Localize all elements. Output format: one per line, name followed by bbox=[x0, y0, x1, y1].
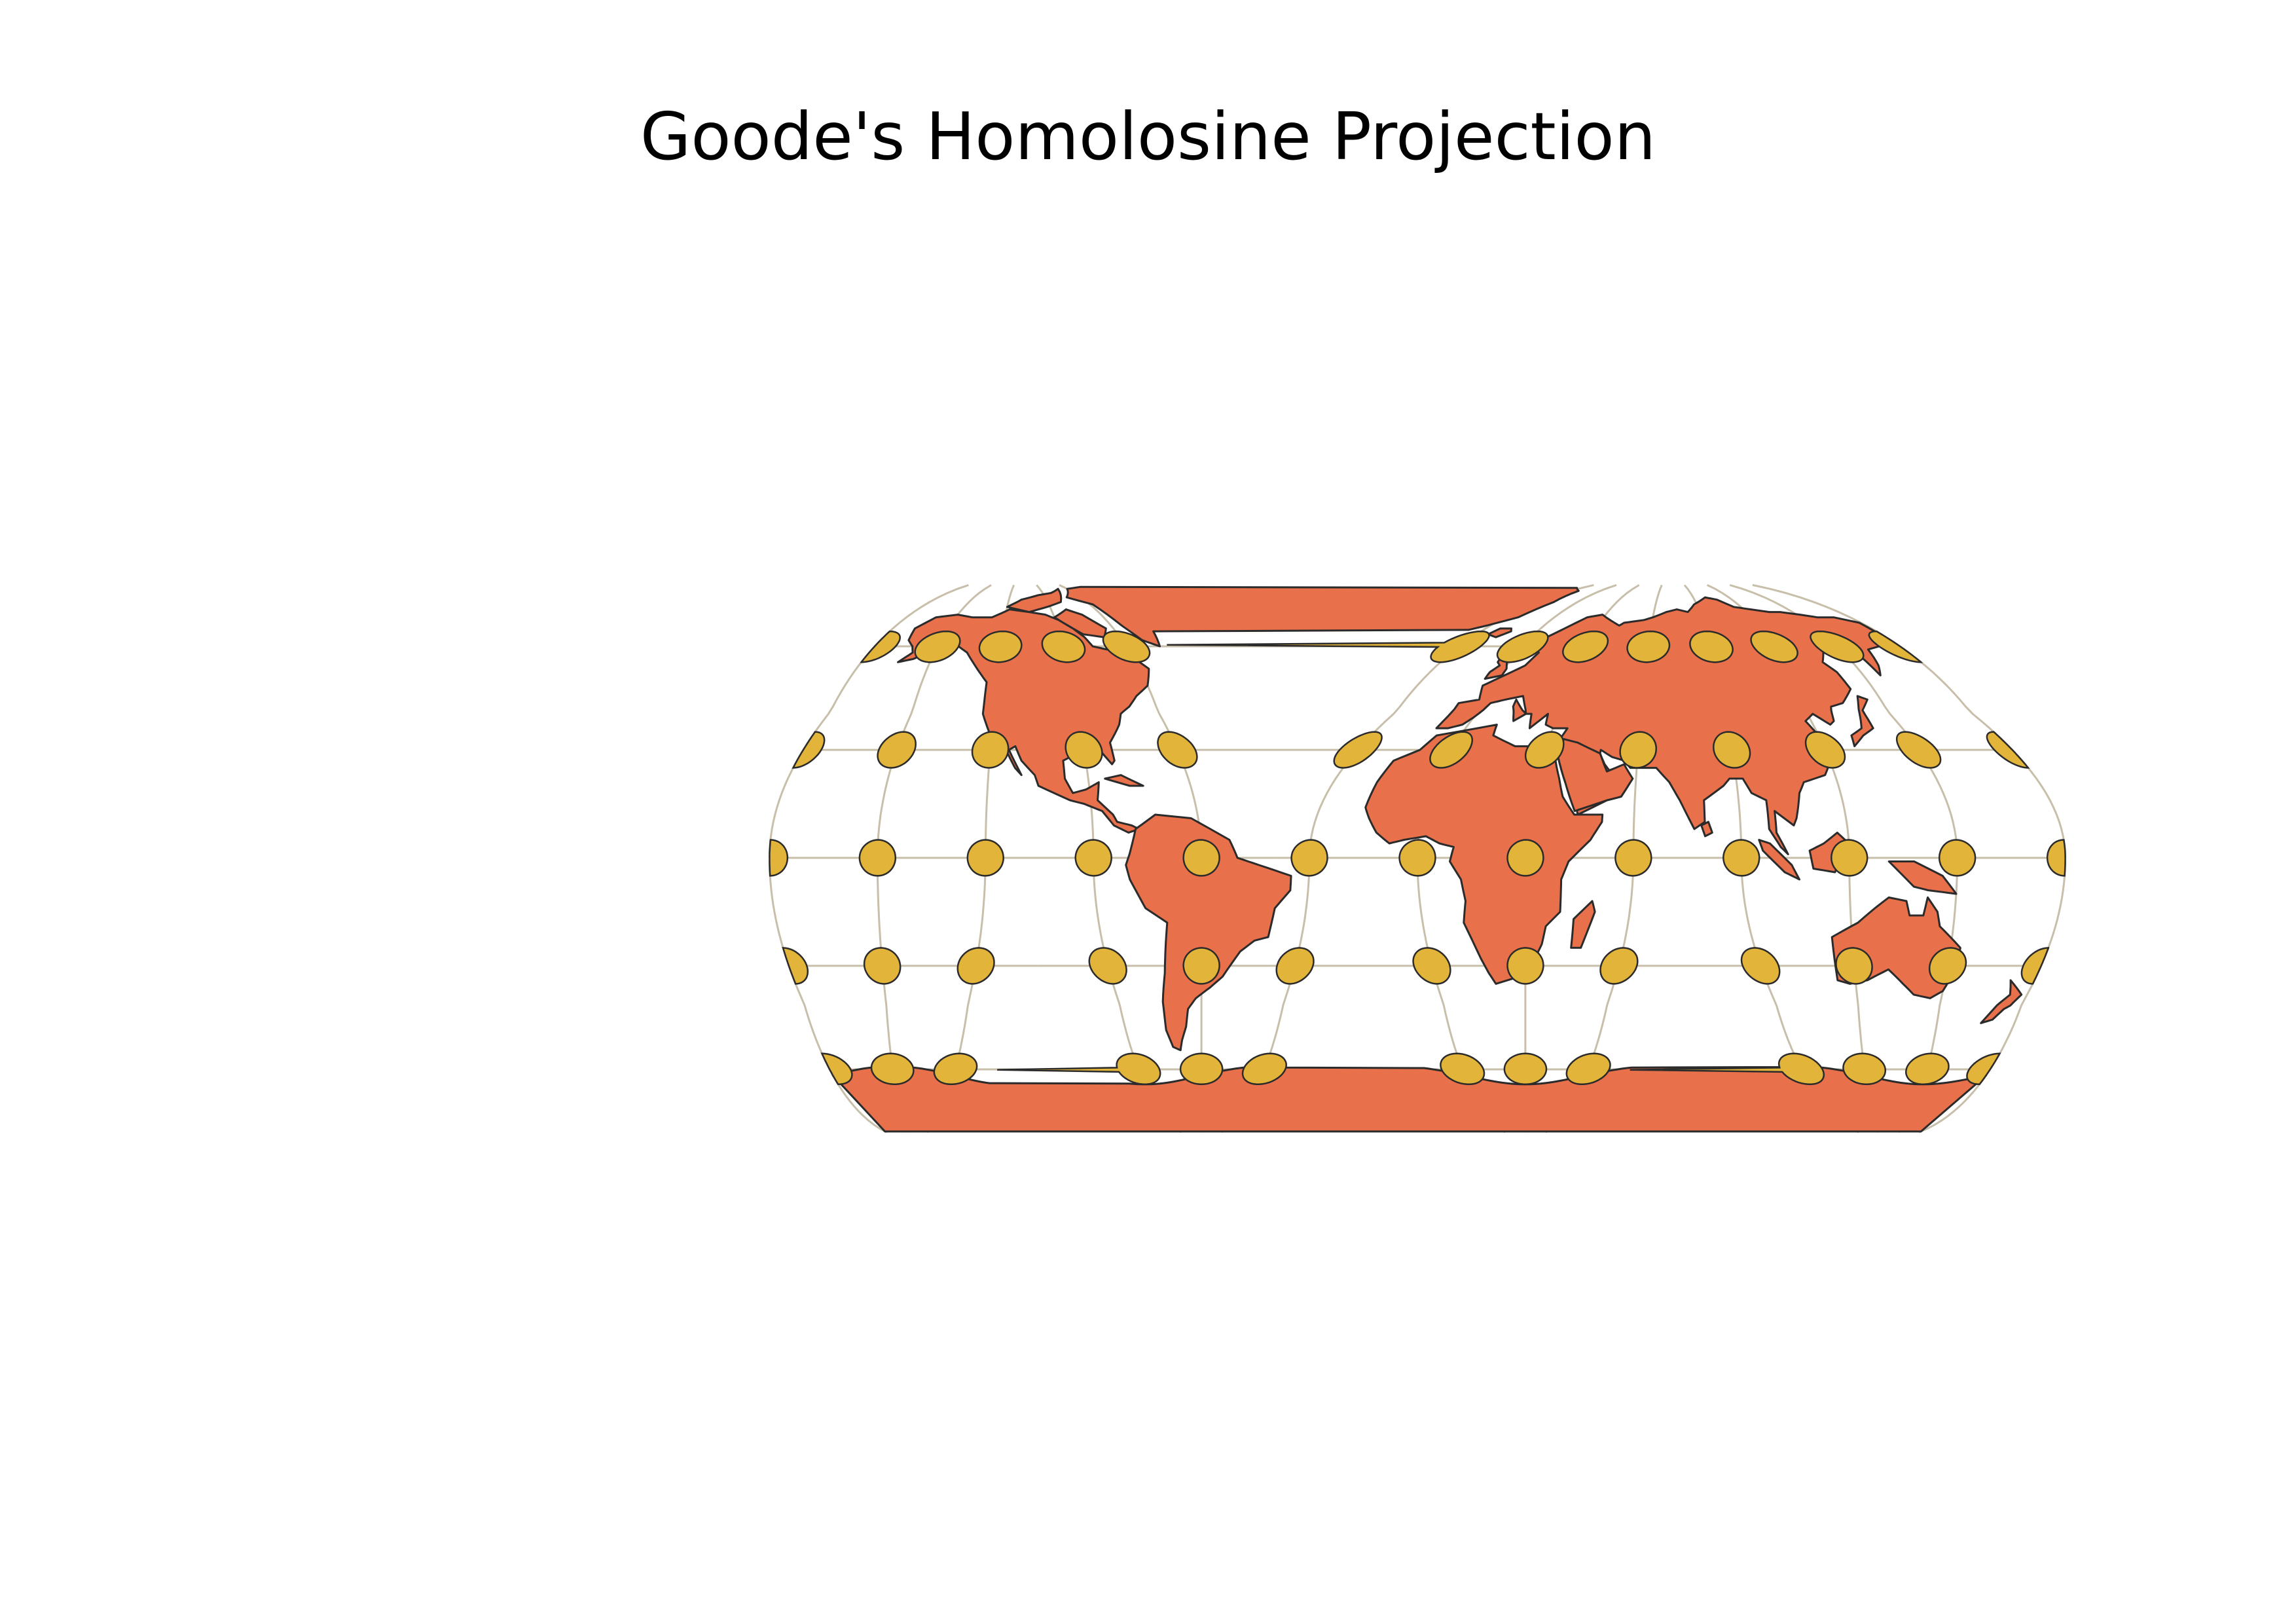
tissot-indicatrix bbox=[957, 947, 995, 985]
tissot-indicatrix bbox=[858, 839, 897, 877]
tissot-indicatrix bbox=[1440, 1052, 1485, 1086]
meridian-line bbox=[768, 861, 888, 1134]
meridian-line bbox=[1752, 583, 2067, 858]
landmass-sri-lanka bbox=[1700, 821, 1713, 838]
tissot-indicatrix bbox=[1506, 947, 1544, 985]
tissot-indicatrix bbox=[1562, 630, 1609, 663]
landmass-japan bbox=[1850, 695, 1874, 748]
tissot-indicatrix bbox=[978, 630, 1023, 663]
tissot-indicatrix bbox=[1506, 839, 1544, 877]
tissot-indicatrix bbox=[1750, 630, 1798, 663]
landmass-iceland bbox=[1487, 627, 1512, 638]
tissot-indicatrix bbox=[1275, 947, 1315, 985]
tissot-indicatrix bbox=[1182, 947, 1220, 985]
tissot-indicatrix bbox=[860, 630, 901, 663]
tissot-indicatrix bbox=[1074, 839, 1112, 877]
tissot-indicatrix bbox=[1614, 839, 1652, 877]
landmass-eurasia bbox=[1435, 596, 1882, 855]
tissot-indicatrix bbox=[1895, 731, 1942, 769]
landmass-greenland bbox=[1065, 585, 1580, 648]
tissot-indicatrix bbox=[1986, 731, 2030, 769]
tissot-indicatrix bbox=[966, 839, 1004, 877]
tissot-indicatrix bbox=[2046, 839, 2066, 877]
tissot-indicatrix bbox=[1429, 731, 1474, 769]
tissot-indicatrix bbox=[792, 731, 826, 769]
tissot-indicatrix bbox=[2020, 947, 2050, 985]
tissot-indicatrix bbox=[933, 1052, 978, 1086]
map-title: Goode's Homolosine Projection bbox=[640, 98, 1656, 175]
landmass-madagascar bbox=[1570, 900, 1596, 949]
landmass-sumatra bbox=[1758, 839, 1800, 881]
landmass-south-america bbox=[1125, 813, 1292, 1052]
tissot-indicatrix bbox=[1630, 1052, 1825, 1086]
tissot-indicatrix bbox=[1626, 630, 1671, 663]
tissot-indicatrix bbox=[1938, 839, 1977, 877]
landmass-new-zealand bbox=[1980, 979, 2023, 1024]
tissot-indicatrix bbox=[1412, 947, 1451, 985]
tissot-indicatrix bbox=[1496, 630, 1549, 663]
landmass-arabia bbox=[1557, 738, 1634, 812]
tissot-indicatrix bbox=[1398, 839, 1436, 877]
tissot-indicatrix bbox=[863, 947, 902, 985]
tissot-indicatrix bbox=[1179, 1052, 1224, 1086]
tissot-indicatrix bbox=[1333, 731, 1383, 769]
tissot-indicatrix bbox=[1524, 731, 1565, 769]
tissot-indicatrix bbox=[1088, 947, 1127, 985]
meridian-line bbox=[768, 583, 969, 858]
meridian-line bbox=[1059, 584, 1203, 858]
tissot-indicatrix bbox=[1102, 630, 1151, 663]
landmass-baffin-island bbox=[1053, 608, 1107, 638]
tissot-indicatrix bbox=[1810, 630, 1865, 663]
tissot-indicatrix bbox=[1182, 839, 1220, 877]
tissot-indicatrix bbox=[1713, 731, 1751, 769]
tissot-indicatrix bbox=[820, 1052, 853, 1086]
landmass-north-america bbox=[897, 608, 1150, 834]
tissot-indicatrix bbox=[1565, 1052, 1611, 1086]
tissot-indicatrix bbox=[1619, 731, 1657, 769]
landmass-africa bbox=[1364, 724, 1604, 985]
tissot-indicatrix bbox=[1928, 947, 1967, 985]
tissot-indicatrix bbox=[1842, 1052, 1887, 1086]
tissot-indicatrix bbox=[997, 1052, 1161, 1086]
tissot-indicatrix bbox=[870, 1052, 915, 1086]
tissot-indicatrix bbox=[1157, 731, 1198, 769]
tissot-indicatrix bbox=[1503, 1052, 1548, 1086]
tissot-indicatrix-layer bbox=[769, 630, 2066, 1086]
tissot-indicatrix bbox=[1167, 630, 1490, 663]
tissot-indicatrix bbox=[1804, 731, 1846, 769]
landmass-cuba bbox=[1104, 774, 1144, 787]
tissot-indicatrix bbox=[1689, 630, 1734, 663]
landmass-arctic-archipelago bbox=[1006, 587, 1063, 614]
tissot-indicatrix bbox=[1904, 1052, 1950, 1086]
tissot-indicatrix bbox=[1722, 839, 1760, 877]
land-layer bbox=[831, 585, 2023, 1133]
tissot-indicatrix bbox=[971, 731, 1010, 769]
tissot-indicatrix bbox=[1740, 947, 1781, 985]
tissot-indicatrix bbox=[1599, 947, 1639, 985]
tissot-indicatrix bbox=[782, 947, 809, 985]
tissot-indicatrix bbox=[1241, 1052, 1287, 1086]
tissot-indicatrix bbox=[1831, 839, 1868, 877]
tissot-indicatrix bbox=[1290, 839, 1328, 877]
tissot-indicatrix bbox=[877, 731, 917, 769]
landmass-new-guinea bbox=[1887, 860, 1958, 895]
tissot-indicatrix bbox=[1966, 1052, 2001, 1086]
tissot-indicatrix bbox=[914, 630, 961, 663]
tissot-indicatrix bbox=[1065, 731, 1103, 769]
tissot-indicatrix bbox=[1868, 630, 1923, 663]
tissot-indicatrix bbox=[1041, 630, 1086, 663]
tissot-indicatrix bbox=[769, 839, 789, 877]
meridian-line bbox=[1918, 861, 2067, 1134]
tissot-indicatrix bbox=[1835, 947, 1873, 985]
